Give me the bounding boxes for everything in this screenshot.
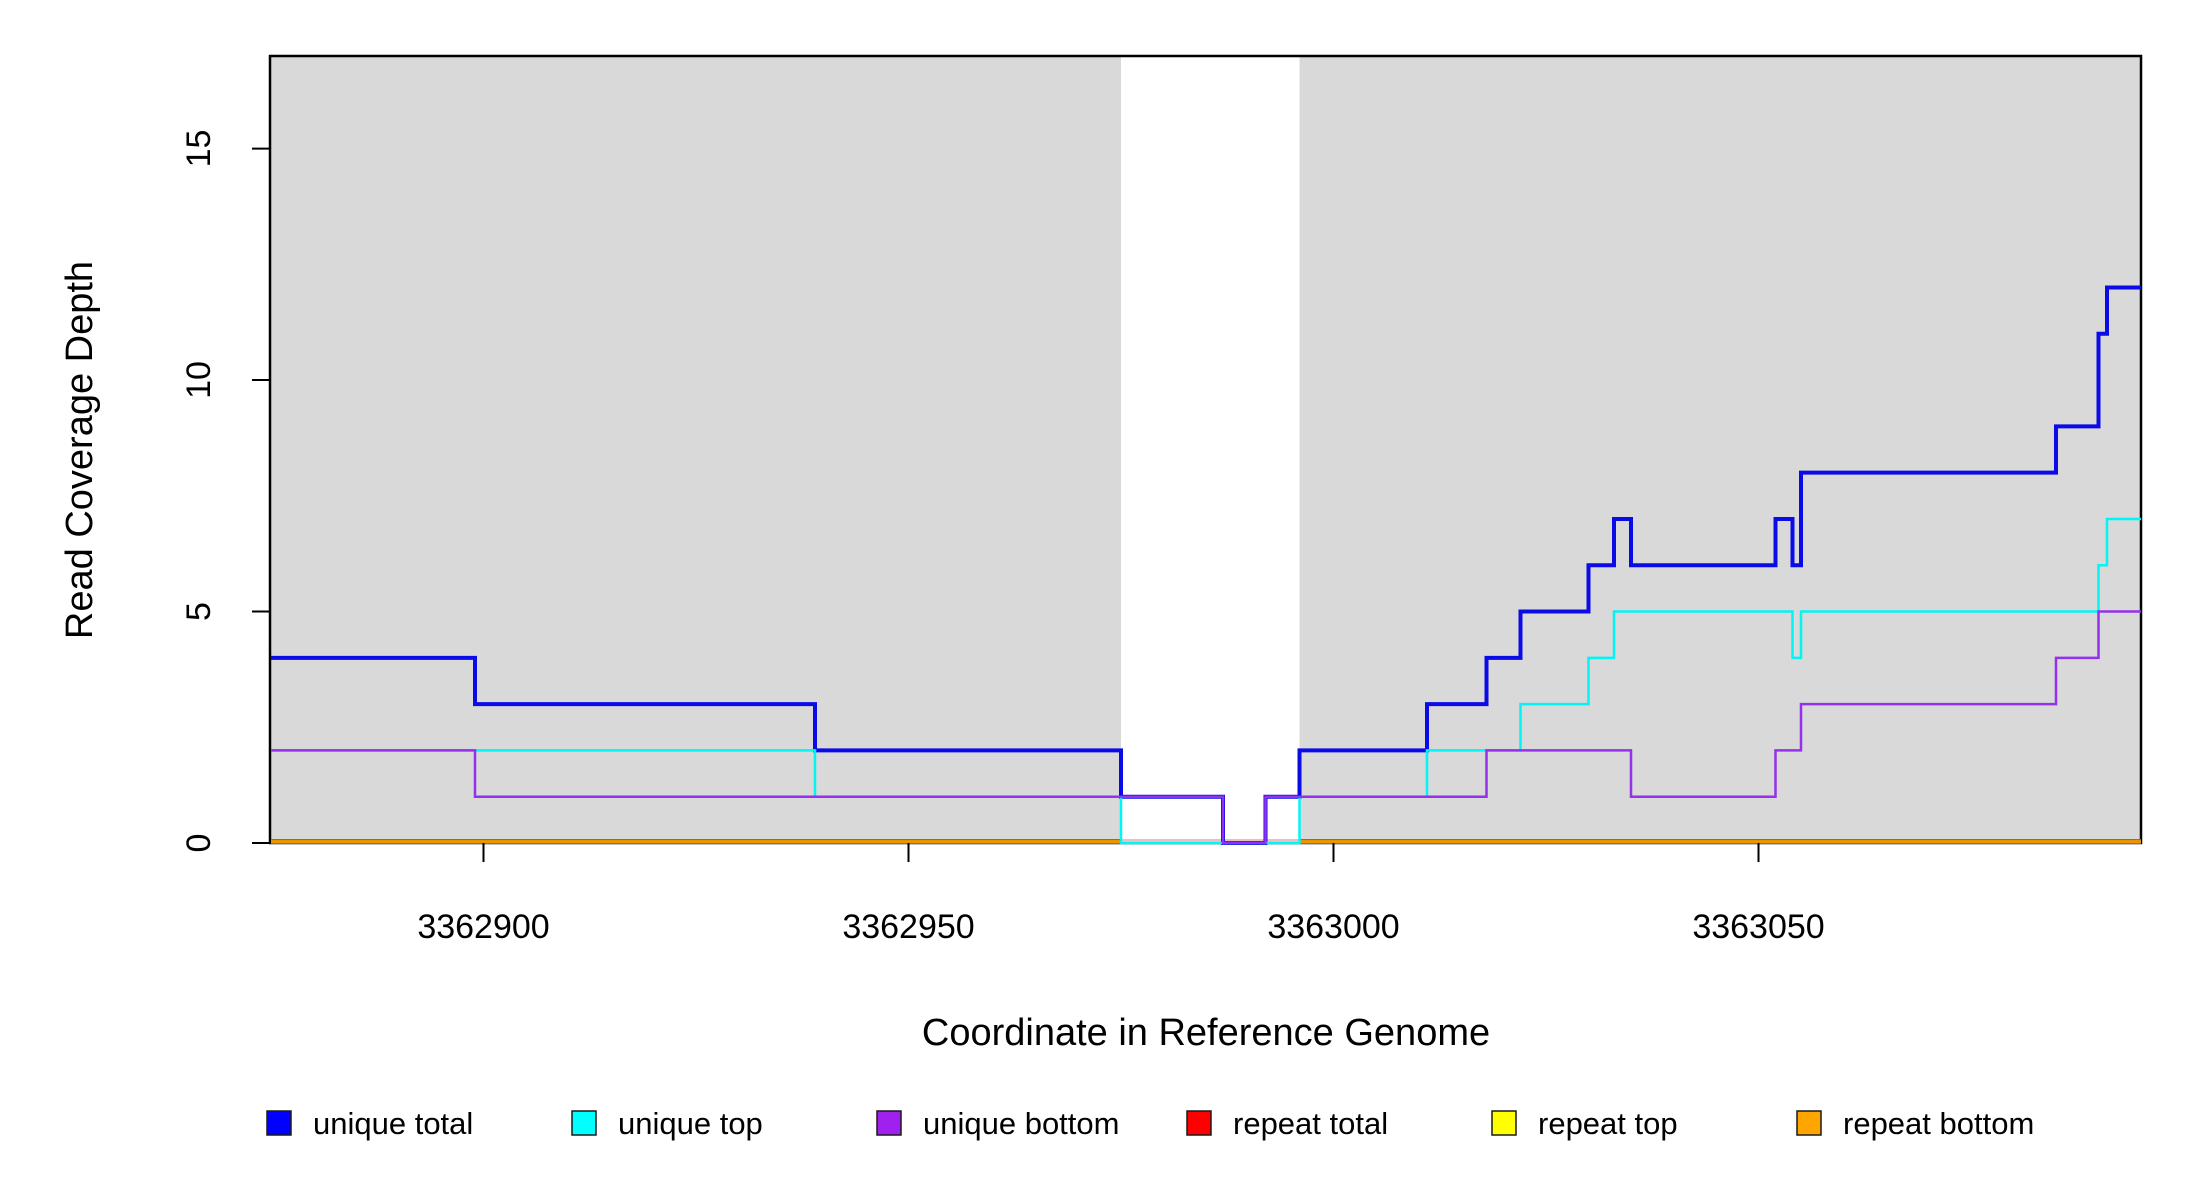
legend-swatch-unique-bottom (876, 1110, 902, 1136)
y-axis-title: Read Coverage Depth (59, 261, 101, 639)
x-tick-label: 3362900 (417, 908, 549, 946)
legend-swatch-unique-top (571, 1110, 597, 1136)
legend-label-unique-top: unique top (618, 1106, 763, 1141)
legend-item: repeat bottom (1796, 1106, 2034, 1141)
y-axis-tick-labels: 0 5 10 15 (180, 130, 218, 853)
x-tick-label: 3363000 (1267, 908, 1399, 946)
y-tick-label: 15 (180, 130, 218, 168)
legend-label-repeat-total: repeat total (1233, 1106, 1388, 1141)
legend-item: unique total (266, 1106, 473, 1141)
legend-label-unique-bottom: unique bottom (923, 1106, 1119, 1141)
legend: unique total unique top unique bottom re… (266, 1106, 2034, 1141)
y-tick-label: 10 (180, 361, 218, 399)
series-layer (271, 285, 2141, 845)
x-axis-title: Coordinate in Reference Genome (922, 1012, 1490, 1054)
series-line-unique-top (271, 517, 2141, 845)
shaded-region (1299, 57, 2141, 843)
legend-label-unique-total: unique total (313, 1106, 473, 1141)
series-line-unique-bottom (271, 610, 2141, 845)
shaded-region (271, 57, 1121, 843)
y-tick-label: 5 (180, 602, 218, 621)
x-tick-label: 3362950 (842, 908, 974, 946)
y-tick-label: 0 (180, 834, 218, 853)
legend-item: repeat top (1491, 1106, 1678, 1141)
x-tick-label: 3363050 (1692, 908, 1824, 946)
shaded-regions-layer (271, 57, 2141, 843)
legend-swatch-unique-total (266, 1110, 292, 1136)
legend-swatch-repeat-top (1491, 1110, 1517, 1136)
legend-label-repeat-bottom: repeat bottom (1843, 1106, 2034, 1141)
legend-item: unique bottom (876, 1106, 1119, 1141)
legend-item: repeat total (1186, 1106, 1388, 1141)
axis-ticks-layer (252, 147, 1760, 862)
legend-label-repeat-top: repeat top (1538, 1106, 1678, 1141)
legend-swatch-repeat-bottom (1796, 1110, 1822, 1136)
x-axis-tick-labels: 3362900 3362950 3363000 3363050 (417, 908, 1824, 946)
legend-swatch-repeat-total (1186, 1110, 1212, 1136)
legend-item: unique top (571, 1106, 763, 1141)
